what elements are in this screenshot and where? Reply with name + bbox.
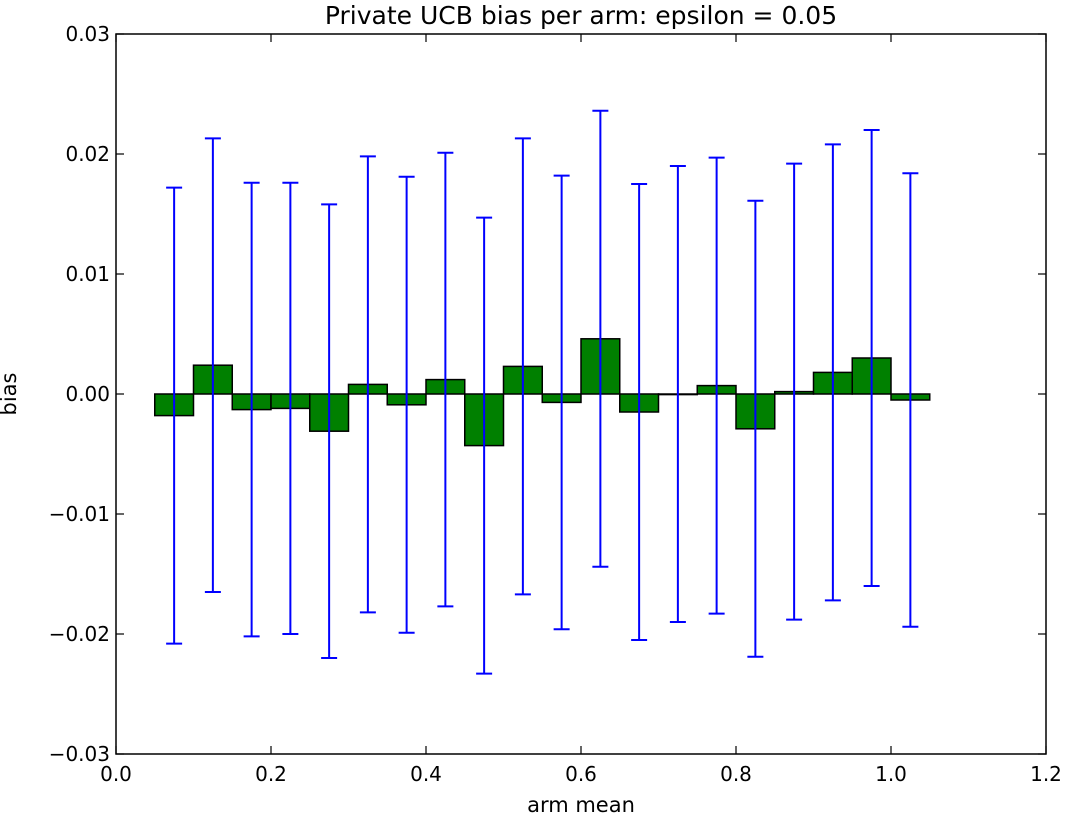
y-tick-label: −0.01 bbox=[49, 502, 110, 526]
x-tick-label: 0.2 bbox=[255, 762, 287, 786]
error-bar bbox=[321, 203, 338, 659]
plot-area bbox=[154, 109, 931, 675]
x-tick-label: 0.6 bbox=[565, 762, 597, 786]
error-bar bbox=[204, 137, 221, 593]
x-tick-label: 0.8 bbox=[720, 762, 752, 786]
y-tick-label: −0.02 bbox=[49, 622, 110, 646]
error-bar bbox=[243, 181, 260, 638]
error-bar bbox=[669, 165, 686, 623]
y-tick-label: 0.02 bbox=[65, 142, 110, 166]
error-bar bbox=[708, 156, 725, 615]
error-bar bbox=[747, 199, 764, 658]
error-bar bbox=[902, 172, 919, 628]
x-tick-label: 0.0 bbox=[100, 762, 132, 786]
error-bar bbox=[437, 151, 454, 608]
error-bar bbox=[553, 174, 570, 631]
error-bar bbox=[631, 183, 648, 641]
error-bar bbox=[514, 137, 531, 596]
y-tick-label: −0.03 bbox=[49, 742, 110, 766]
x-axis-label: arm mean bbox=[527, 793, 635, 817]
error-bar bbox=[359, 155, 376, 614]
y-tick-label: 0.03 bbox=[65, 22, 110, 46]
error-bar bbox=[824, 143, 841, 602]
error-bar bbox=[476, 216, 493, 675]
error-bar bbox=[282, 181, 299, 635]
y-tick-label: 0.01 bbox=[65, 262, 110, 286]
error-bar bbox=[786, 162, 803, 621]
y-tick-label: 0.00 bbox=[65, 382, 110, 406]
chart-title: Private UCB bias per arm: epsilon = 0.05 bbox=[325, 1, 837, 30]
error-bar bbox=[863, 129, 880, 587]
x-tick-label: 1.2 bbox=[1030, 762, 1062, 786]
x-tick-label: 1.0 bbox=[875, 762, 907, 786]
x-tick-label: 0.4 bbox=[410, 762, 442, 786]
error-bar bbox=[592, 109, 609, 568]
error-bar bbox=[398, 175, 415, 634]
axis-ticks: 0.0 0.2 0.4 0.6 0.8 1.0 1.2 −0.03 −0.02 −0.01 0.00… bbox=[49, 22, 1062, 786]
error-bar bbox=[166, 186, 183, 645]
y-axis-label: bias bbox=[0, 373, 21, 416]
